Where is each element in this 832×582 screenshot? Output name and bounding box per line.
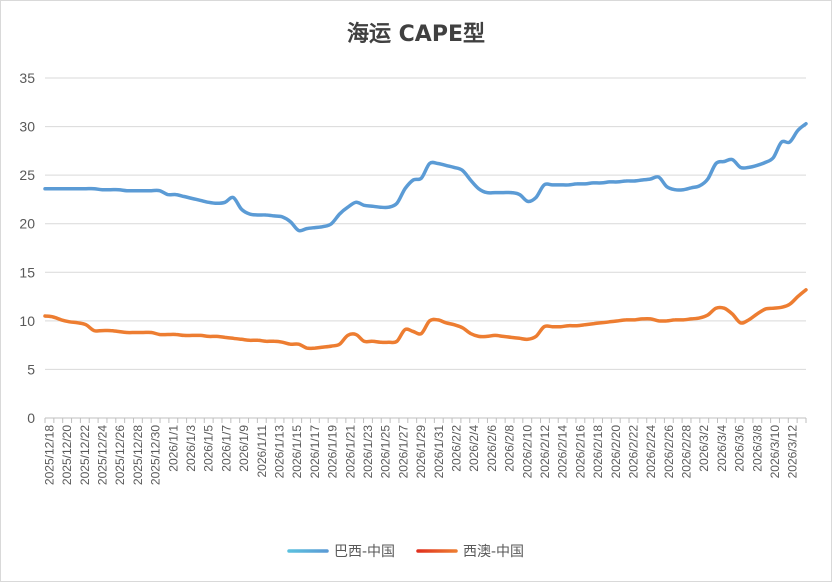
x-tick-label: 2026/1/11 — [255, 425, 269, 478]
x-tick-label: 2026/1/13 — [272, 425, 286, 479]
x-tick-label: 2026/2/10 — [520, 425, 534, 479]
x-tick-label: 2026/3/4 — [715, 425, 729, 472]
x-tick-label: 2025/12/22 — [78, 425, 92, 485]
x-tick-label: 2025/12/28 — [131, 425, 145, 485]
x-tick-label: 2026/2/8 — [503, 425, 517, 472]
x-tick-label: 2026/2/24 — [644, 425, 658, 479]
y-tick-label: 30 — [19, 119, 35, 135]
x-tick-label: 2026/3/6 — [733, 425, 747, 472]
x-tick-label: 2026/2/22 — [626, 425, 640, 479]
legend-label-brazil-china[interactable]: 巴西-中国 — [334, 544, 395, 560]
x-tick-label: 2025/12/18 — [42, 425, 56, 485]
legend-label-w-australia-china[interactable]: 西澳-中国 — [463, 544, 524, 560]
gridlines — [45, 77, 806, 419]
x-tick-label: 2026/1/19 — [326, 425, 340, 479]
x-tick-label: 2026/2/16 — [573, 425, 587, 479]
x-tick-label: 2026/1/5 — [202, 425, 216, 472]
x-tick-label: 2026/1/25 — [379, 425, 393, 479]
x-tick-label: 2026/3/2 — [697, 425, 711, 472]
x-tick-label: 2026/1/15 — [290, 425, 304, 479]
y-tick-label: 20 — [19, 216, 35, 232]
x-tick-label: 2026/2/20 — [609, 425, 623, 479]
x-tick-label: 2026/1/9 — [237, 425, 251, 472]
x-tick-label: 2026/1/17 — [308, 425, 322, 479]
series-lines — [43, 121, 808, 351]
x-tick-label: 2026/2/6 — [485, 425, 499, 472]
legend: 巴西-中国 西澳-中国 — [287, 544, 524, 560]
x-tick-label: 2026/1/31 — [432, 425, 446, 479]
x-tick-label: 2025/12/26 — [113, 425, 127, 485]
series-line-brazil-china[interactable] — [43, 121, 808, 233]
x-tick-label: 2026/2/12 — [538, 425, 552, 479]
x-tick-label: 2025/12/30 — [149, 425, 163, 485]
x-tick-label: 2026/1/1 — [166, 425, 180, 472]
series-line-w-australia-china[interactable] — [43, 288, 808, 351]
chart-title: 海运 CAPE型 — [347, 21, 485, 47]
x-tick-label: 2026/2/28 — [680, 425, 694, 479]
x-tick-label: 2026/3/12 — [786, 425, 800, 479]
x-tick-label: 2026/1/23 — [361, 425, 375, 479]
y-axis-ticks: 0 5 10 15 20 25 30 35 — [19, 70, 35, 426]
x-tick-label: 2026/2/2 — [449, 425, 463, 472]
x-tick-label: 2026/2/14 — [556, 425, 570, 479]
y-tick-label: 35 — [19, 70, 35, 86]
y-tick-label: 10 — [19, 313, 35, 329]
y-tick-label: 25 — [19, 167, 35, 183]
x-tick-label: 2026/1/7 — [219, 425, 233, 472]
x-tick-label: 2026/3/10 — [768, 425, 782, 479]
y-tick-label: 15 — [19, 264, 35, 280]
x-tick-label: 2026/1/21 — [343, 425, 357, 479]
x-tick-label: 2026/1/3 — [184, 425, 198, 472]
y-tick-label: 5 — [27, 361, 35, 377]
x-tick-label: 2026/3/8 — [750, 425, 764, 472]
y-tick-label: 0 — [27, 410, 35, 426]
x-tick-label: 2026/2/4 — [467, 425, 481, 472]
x-tick-label: 2025/12/24 — [96, 425, 110, 485]
x-tick-label: 2026/1/27 — [396, 425, 410, 479]
x-tick-label: 2026/1/29 — [414, 425, 428, 479]
x-tick-label: 2026/2/26 — [662, 425, 676, 479]
x-axis-ticks: 2025/12/18 2025/12/20 2025/12/22 2025/12/24… — [42, 418, 807, 485]
x-tick-label: 2025/12/20 — [60, 425, 74, 485]
x-tick-label: 2026/2/18 — [591, 425, 605, 479]
